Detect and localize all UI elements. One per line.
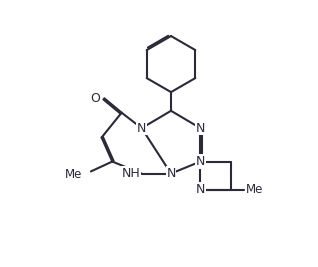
Text: N: N [196,183,205,196]
Text: N: N [196,122,205,135]
Text: O: O [90,92,100,105]
Text: Me: Me [65,168,82,180]
Text: N: N [137,122,146,135]
Text: N: N [196,155,205,168]
Text: N: N [166,167,176,180]
Text: Me: Me [246,183,263,196]
Text: NH: NH [121,167,140,180]
